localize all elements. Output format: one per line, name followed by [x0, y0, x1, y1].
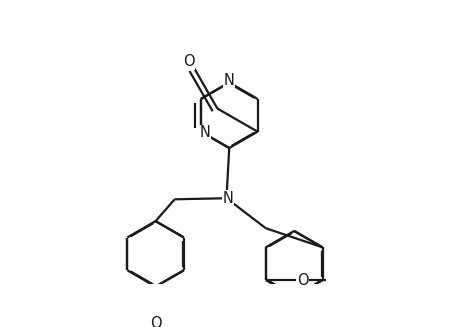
Text: N: N [223, 191, 234, 206]
Text: O: O [297, 273, 309, 287]
Text: O: O [183, 54, 195, 69]
Text: N: N [224, 73, 235, 88]
Text: O: O [150, 316, 161, 327]
Text: N: N [200, 125, 211, 140]
